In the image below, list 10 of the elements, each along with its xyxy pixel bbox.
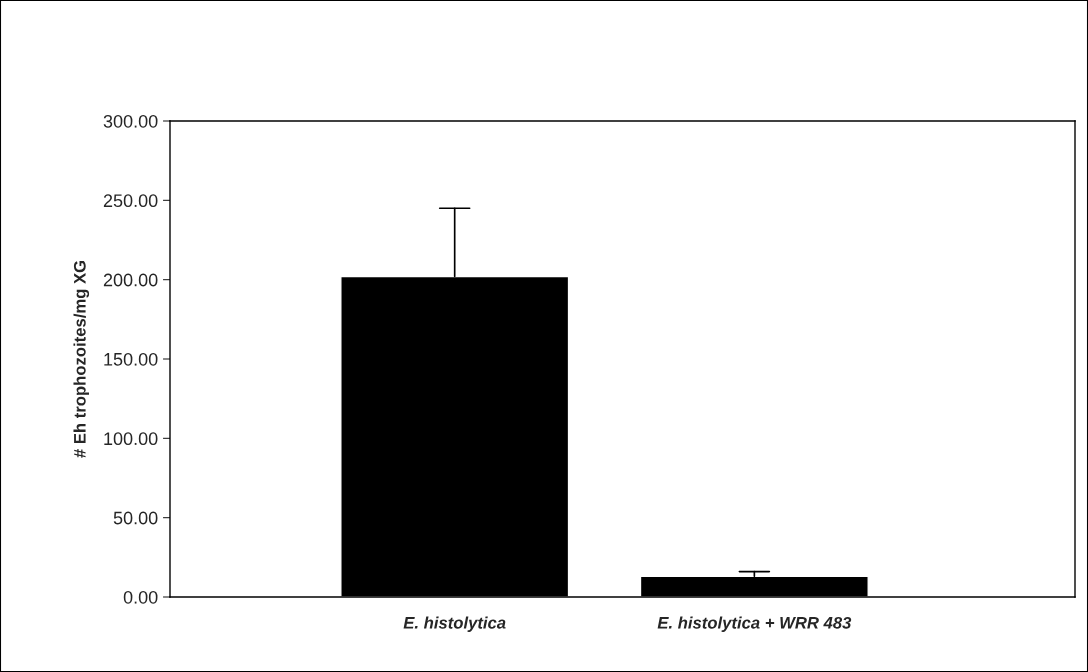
x-tick-label: E. histolytica xyxy=(403,616,506,632)
y-tick-label: 50.00 xyxy=(113,511,158,525)
y-tick-label: 0.00 xyxy=(123,590,158,604)
x-tick-label: E. histolytica + WRR 483 xyxy=(657,616,852,632)
y-tick-label: 300.00 xyxy=(103,114,158,128)
y-tick-label: 150.00 xyxy=(104,352,158,366)
y-axis-title: # Eh trophozoites/mg XG xyxy=(73,260,90,458)
y-tick-label: 200.00 xyxy=(103,273,158,287)
y-tick-label: 250.00 xyxy=(103,194,158,208)
y-tick-label: 100.00 xyxy=(104,432,158,446)
